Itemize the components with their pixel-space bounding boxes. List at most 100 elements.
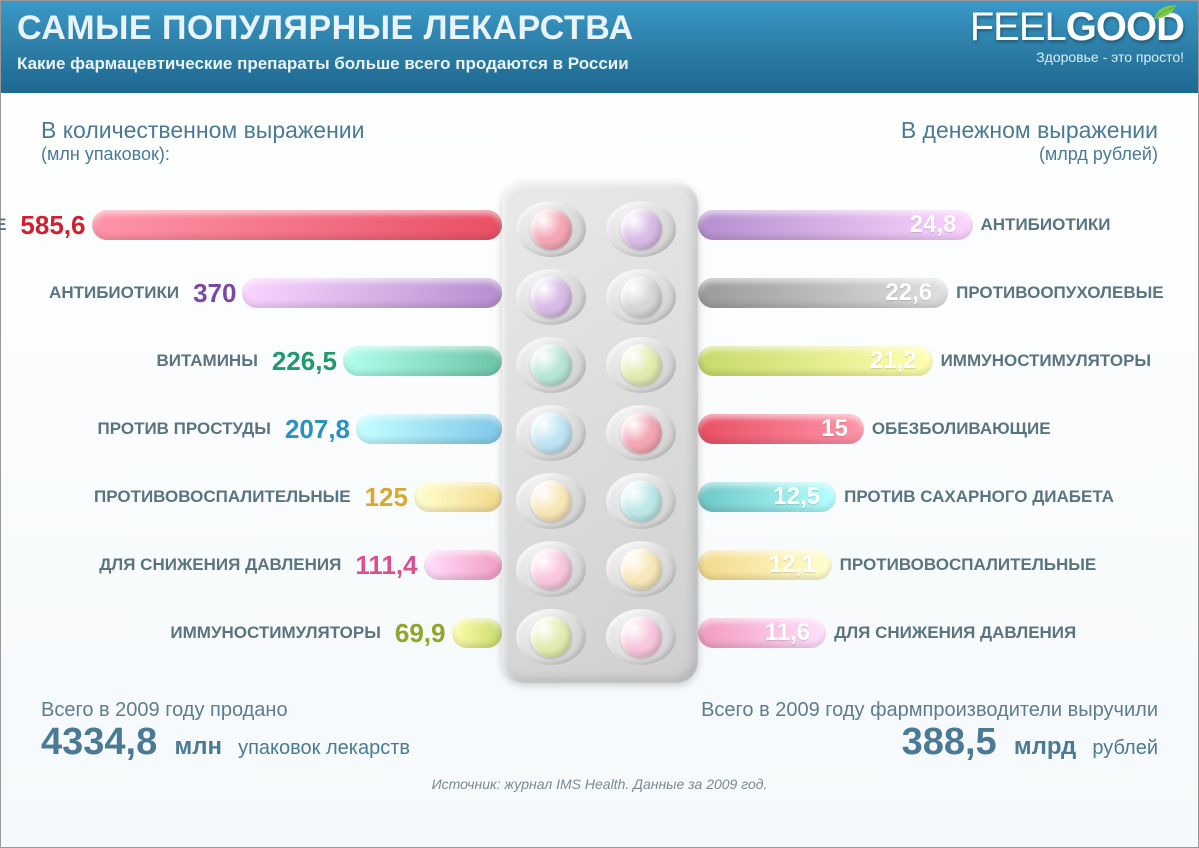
pill-icon (530, 208, 572, 250)
bar-label: ПРОТИВ ПРОСТУДЫ (98, 419, 271, 439)
blister-pack (502, 183, 698, 683)
left-bar-row: ОБЕЗБОЛИВАЮЩИЕ 585,6 (0, 207, 502, 243)
pill-pocket (606, 269, 676, 325)
left-bar-row: ВИТАМИНЫ 226,5 (148, 343, 501, 379)
bar (414, 482, 502, 512)
bar-value: 22,6 (885, 279, 932, 307)
bar-value: 11,6 (765, 619, 810, 647)
pill-icon (620, 208, 662, 250)
right-bar-row: 15 ОБЕЗБОЛИВАЮЩИЕ (698, 411, 1059, 447)
logo-tagline: Здоровье - это просто! (970, 49, 1184, 65)
total-right-value: 388,5 (902, 721, 997, 763)
bar-label: ПРОТИВОВОСПАЛИТЕЛЬНЫЕ (840, 555, 1097, 575)
left-bar-row: ПРОТИВОВОСПАЛИТЕЛЬНЫЕ 125 (86, 479, 501, 515)
bar-label: ОБЕЗБОЛИВАЮЩИЕ (0, 215, 6, 235)
right-bar-row: 11,6 ДЛЯ СНИЖЕНИЯ ДАВЛЕНИЯ (698, 615, 1085, 651)
right-bar-row: 22,6 ПРОТИВООПУХОЛЕВЫЕ (698, 275, 1172, 311)
pill-pocket (606, 405, 676, 461)
bar-label: ИММУНОСТИМУЛЯТОРЫ (170, 623, 380, 643)
bar (356, 414, 501, 444)
bar-with-value: 11,6 (698, 618, 827, 648)
pill-pocket (516, 473, 586, 529)
total-left: Всего в 2009 году продано 4334,8 млн упа… (41, 699, 410, 764)
bar-with-value: 15 (698, 414, 864, 444)
pill-pocket (516, 337, 586, 393)
content-area: В количественном выражении (млн упаковок… (1, 93, 1198, 677)
bar (343, 346, 502, 376)
pill-pocket (516, 201, 586, 257)
bar-value: 125 (365, 482, 408, 513)
pill-icon (530, 276, 572, 318)
pill-pocket (516, 541, 586, 597)
bar-label: АНТИБИОТИКИ (49, 283, 179, 303)
bar-label: ДЛЯ СНИЖЕНИЯ ДАВЛЕНИЯ (834, 623, 1076, 643)
pill-icon (620, 548, 662, 590)
pill-pocket (516, 269, 586, 325)
right-bar-row: 12,5 ПРОТИВ САХАРНОГО ДИАБЕТА (698, 479, 1122, 515)
bar-value: 15 (821, 415, 848, 443)
bar-label: ПРОТИВООПУХОЛЕВЫЕ (956, 283, 1163, 303)
right-bar-row: 24,8 АНТИБИОТИКИ (698, 207, 1119, 243)
leaf-icon (1152, 3, 1178, 21)
pill-icon (530, 480, 572, 522)
bar-label: ВИТАМИНЫ (156, 351, 257, 371)
total-left-value: 4334,8 (41, 721, 157, 763)
right-column-title: В денежном выражении (млрд рублей) (901, 117, 1158, 165)
bar-label: ПРОТИВ САХАРНОГО ДИАБЕТА (844, 487, 1114, 507)
bar-value: 24,8 (910, 211, 957, 239)
bar (92, 210, 502, 240)
pill-icon (620, 480, 662, 522)
pill-pocket (606, 541, 676, 597)
bar-value: 370 (193, 278, 236, 309)
pill-pocket (606, 201, 676, 257)
bar-label: ОБЕЗБОЛИВАЮЩИЕ (872, 419, 1051, 439)
right-bar-row: 12,1 ПРОТИВОВОСПАЛИТЕЛЬНЫЕ (698, 547, 1105, 583)
bar-value: 12,5 (773, 483, 820, 511)
bar (452, 618, 502, 648)
left-bar-row: ИММУНОСТИМУЛЯТОРЫ 69,9 (162, 615, 501, 651)
pill-pocket (606, 609, 676, 665)
left-bar-row: ДЛЯ СНИЖЕНИЯ ДАВЛЕНИЯ 111,4 (91, 547, 501, 583)
pill-icon (530, 412, 572, 454)
bar-label: ИММУНОСТИМУЛЯТОРЫ (941, 351, 1151, 371)
pill-pocket (516, 609, 586, 665)
bar-value: 111,4 (355, 550, 417, 581)
header-bar: САМЫЕ ПОПУЛЯРНЫЕ ЛЕКАРСТВА Какие фармаце… (1, 1, 1198, 93)
bar-value: 207,8 (285, 414, 350, 445)
left-bar-row: АНТИБИОТИКИ 370 (41, 275, 501, 311)
infographic-page: САМЫЕ ПОПУЛЯРНЫЕ ЛЕКАРСТВА Какие фармаце… (0, 0, 1199, 848)
pill-pocket (606, 473, 676, 529)
bar-label: ПРОТИВОВОСПАЛИТЕЛЬНЫЕ (94, 487, 351, 507)
right-bar-row: 21,2 ИММУНОСТИМУЛЯТОРЫ (698, 343, 1160, 379)
bar-with-value: 22,6 (698, 278, 949, 308)
bar-value: 21,2 (870, 347, 917, 375)
bar-with-value: 24,8 (698, 210, 973, 240)
bar-with-value: 21,2 (698, 346, 933, 376)
bar (242, 278, 501, 308)
bar-value: 226,5 (272, 346, 337, 377)
bar-with-value: 12,5 (698, 482, 837, 512)
bar-label: ДЛЯ СНИЖЕНИЯ ДАВЛЕНИЯ (99, 555, 341, 575)
pill-pocket (606, 337, 676, 393)
pill-icon (620, 616, 662, 658)
bar-label: АНТИБИОТИКИ (981, 215, 1111, 235)
pill-pocket (516, 405, 586, 461)
bar-value: 69,9 (395, 618, 446, 649)
source-line: Источник: журнал IMS Health. Данные за 2… (1, 776, 1198, 792)
total-right: Всего в 2009 году фармпроизводители выру… (701, 699, 1158, 764)
bar (424, 550, 502, 580)
bar-with-value: 12,1 (698, 550, 832, 580)
bar-value: 12,1 (769, 551, 816, 579)
column-titles: В количественном выражении (млн упаковок… (41, 117, 1158, 165)
totals-row: Всего в 2009 году продано 4334,8 млн упа… (1, 699, 1198, 764)
pill-icon (620, 276, 662, 318)
pill-icon (530, 548, 572, 590)
pill-icon (530, 616, 572, 658)
pill-icon (620, 412, 662, 454)
pill-icon (620, 344, 662, 386)
bar-chart: ОБЕЗБОЛИВАЮЩИЕ585,6АНТИБИОТИКИ370ВИТАМИН… (41, 195, 1158, 677)
bar-value: 585,6 (20, 210, 85, 241)
logo: FEELGOOD Здоровье - это просто! (970, 7, 1184, 65)
pill-icon (530, 344, 572, 386)
left-bar-row: ПРОТИВ ПРОСТУДЫ 207,8 (90, 411, 502, 447)
